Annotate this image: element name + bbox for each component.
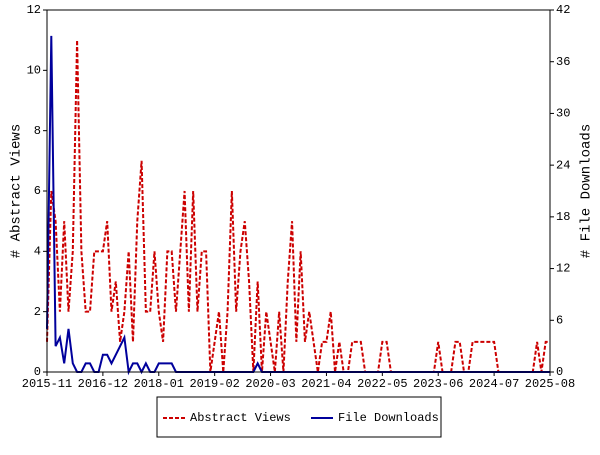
x-tick-label: 2023-06 <box>413 377 463 391</box>
x-tick-label: 2021-04 <box>301 377 351 391</box>
x-tick-label: 2016-12 <box>78 377 128 391</box>
y2-tick-label: 12 <box>556 262 570 276</box>
y-tick-label: 4 <box>34 245 41 259</box>
y-tick-label: 6 <box>34 184 41 198</box>
legend-box <box>156 396 442 438</box>
legend-label: Abstract Views <box>190 411 291 425</box>
y2-tick-label: 18 <box>556 210 570 224</box>
plot-frame <box>46 9 551 373</box>
y2-tick-label: 24 <box>556 158 570 172</box>
y-tick-label: 10 <box>27 64 41 78</box>
y2-axis-label: # File Downloads <box>579 124 595 258</box>
y2-tick-label: 6 <box>556 313 563 327</box>
y-axis-label: # Abstract Views <box>9 124 25 258</box>
y-tick-label: 8 <box>34 124 41 138</box>
x-tick-label: 2018-01 <box>134 377 184 391</box>
y2-tick-label: 42 <box>556 3 570 17</box>
x-tick-label: 2024-07 <box>469 377 519 391</box>
x-tick-label: 2025-08 <box>525 377 575 391</box>
x-tick-label: 2015-11 <box>22 377 72 391</box>
y2-tick-label: 36 <box>556 55 570 69</box>
x-tick-label: 2022-05 <box>357 377 407 391</box>
x-tick-label: 2019-02 <box>189 377 239 391</box>
y-tick-label: 12 <box>27 3 41 17</box>
y-tick-label: 2 <box>34 305 41 319</box>
y2-tick-label: 0 <box>556 365 563 379</box>
x-tick-label: 2020-03 <box>245 377 295 391</box>
y-tick-label: 0 <box>34 365 41 379</box>
legend-label: File Downloads <box>338 411 439 425</box>
y2-tick-label: 30 <box>556 107 570 121</box>
